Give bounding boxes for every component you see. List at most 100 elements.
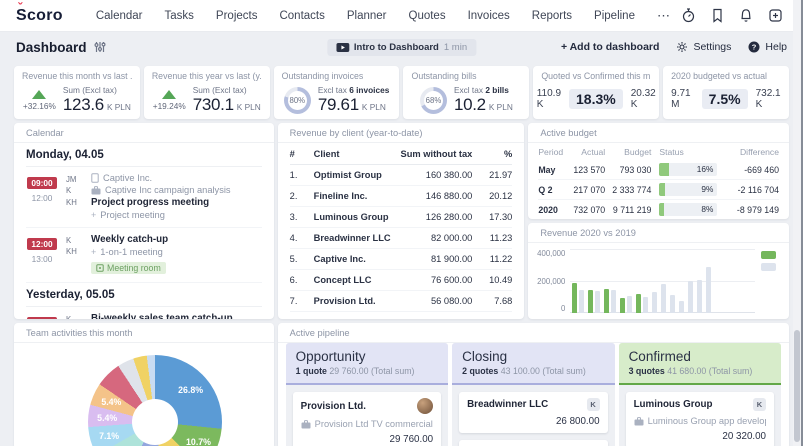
- kpi-title: Quoted vs Confirmed this m...: [541, 71, 651, 81]
- bar-2019[interactable]: [706, 267, 711, 313]
- event-start-time: 12:00: [27, 238, 56, 250]
- bar-2020[interactable]: [572, 283, 577, 313]
- kpi-title: Revenue this month vs last ...: [22, 71, 132, 81]
- nav-more-menu[interactable]: ⋯: [646, 8, 681, 24]
- team-donut[interactable]: 26.8%10.7%7.1%5.4%5.4%: [88, 355, 222, 446]
- bar-2019[interactable]: [579, 290, 584, 313]
- kpi-sublabel: Excl tax: [318, 85, 347, 95]
- pipeline-column-header[interactable]: Closing 2 quotes 43 100.00 (Total sum): [452, 343, 614, 385]
- calendar-event[interactable]: 10:00 K Bi-weekly sales team catch-up: [26, 307, 262, 319]
- bell-icon[interactable]: [739, 8, 753, 23]
- nav-item-reports[interactable]: Reports: [521, 10, 583, 22]
- filter-sliders-icon[interactable]: [94, 41, 106, 53]
- nav-item-projects[interactable]: Projects: [205, 10, 269, 22]
- bookmark-icon[interactable]: [711, 8, 724, 23]
- kpi-outstanding-invoices[interactable]: Outstanding invoices 80% Excl tax 6 invo…: [274, 66, 400, 119]
- settings-label: Settings: [693, 41, 731, 53]
- intro-video-button[interactable]: Intro to Dashboard 1 min: [327, 39, 476, 56]
- revenue-table-row[interactable]: 7.Provision Ltd.56 080.007.68: [290, 291, 513, 312]
- kpi-sublabel: Sum (Excl tax): [63, 85, 131, 95]
- event-start-time: 09:00: [27, 177, 56, 189]
- help-label: Help: [765, 41, 787, 53]
- briefcase-icon: [91, 186, 101, 195]
- calendar-event[interactable]: 09:0012:00 JMKKH Captive Inc. Captive In…: [26, 167, 262, 228]
- kpi-quoted-vs-confirmed[interactable]: Quoted vs Confirmed this m... 110.9 K 18…: [533, 66, 659, 119]
- col-header-actual[interactable]: Actual: [568, 143, 606, 160]
- bar-2019[interactable]: [611, 290, 616, 313]
- bar-2019[interactable]: [652, 292, 657, 313]
- add-to-dashboard-button[interactable]: + Add to dashboard: [561, 41, 660, 53]
- revenue-table-body: 1.Optimist Group160 380.0021.972.Finelin…: [290, 165, 513, 312]
- bar-2019[interactable]: [627, 296, 632, 313]
- vertical-scrollbar[interactable]: [793, 0, 801, 446]
- kpi-delta: +19.24%: [153, 101, 186, 111]
- revenue-table-row[interactable]: 2.Fineline Inc.146 880.0020.12: [290, 186, 513, 207]
- bar-2019[interactable]: [670, 295, 675, 313]
- settings-button[interactable]: Settings: [676, 41, 731, 53]
- kpi-outstanding-bills[interactable]: Outstanding bills 68% Excl tax 2 bills 1…: [403, 66, 529, 119]
- bar-2020[interactable]: [620, 298, 625, 313]
- nav-item-pipeline[interactable]: Pipeline: [583, 10, 646, 22]
- add-new-icon[interactable]: [768, 8, 783, 23]
- bar-group: [588, 290, 600, 313]
- pipeline-column-header[interactable]: Opportunity 1 quote 29 760.00 (Total sum…: [286, 343, 448, 385]
- kpi-sublabel: Excl tax: [454, 85, 483, 95]
- calendar-event[interactable]: 12:0013:00 KKH Weekly catch-up +1-on-1 m…: [26, 228, 262, 283]
- pipeline-card[interactable]: Luminous GroupK Luminous Group app devel…: [626, 392, 774, 446]
- col-header-difference[interactable]: Difference: [729, 143, 779, 160]
- bar-2020[interactable]: [604, 289, 609, 313]
- kpi-value: 79.61: [318, 95, 359, 115]
- bar-2020[interactable]: [588, 290, 593, 313]
- scrollbar-thumb[interactable]: [794, 330, 800, 442]
- kpi-right-value: 732.1 K: [756, 88, 781, 110]
- event-type: 1-on-1 meeting: [100, 247, 163, 257]
- col-header-num[interactable]: #: [290, 143, 314, 165]
- scoro-logo[interactable]: ˇScoro: [16, 7, 63, 25]
- page-title: Dashboard: [16, 40, 87, 55]
- nav-item-planner[interactable]: Planner: [336, 10, 398, 22]
- nav-item-calendar[interactable]: Calendar: [85, 10, 154, 22]
- stage-name: Confirmed: [629, 349, 771, 364]
- kpi-revenue-month[interactable]: Revenue this month vs last ... +32.16% S…: [14, 66, 140, 119]
- bar-2019[interactable]: [643, 297, 648, 313]
- bar-2019[interactable]: [679, 301, 684, 313]
- event-end-time: 13:00: [26, 254, 58, 264]
- revenue-table-row[interactable]: 6.Concept LLC76 600.0010.49: [290, 270, 513, 291]
- pipeline-column-header[interactable]: Confirmed 3 quotes 41 680.00 (Total sum): [619, 343, 781, 385]
- bar-group: [572, 283, 584, 313]
- bar-2019[interactable]: [661, 284, 666, 313]
- help-button[interactable]: ? Help: [748, 41, 787, 53]
- col-header-client[interactable]: Client: [314, 143, 396, 165]
- pipeline-card[interactable]: Captive Inc.K Captive Inc campaign analy…: [459, 440, 607, 446]
- col-header-period[interactable]: Period: [538, 143, 567, 160]
- budget-table-row[interactable]: 2020732 0709 711 2198%-8 979 149: [538, 200, 779, 220]
- nav-item-invoices[interactable]: Invoices: [457, 10, 521, 22]
- col-header-sum[interactable]: Sum without tax: [396, 143, 473, 165]
- revenue-table-row[interactable]: 1.Optimist Group160 380.0021.97: [290, 165, 513, 186]
- donut-label: 5.4%: [101, 397, 121, 407]
- kpi-revenue-year[interactable]: Revenue this year vs last (y... +19.24% …: [144, 66, 270, 119]
- bar-2019[interactable]: [688, 281, 693, 313]
- revenue-table-row[interactable]: 5.Captive Inc.81 900.0011.22: [290, 249, 513, 270]
- revenue-table-row[interactable]: 4.Breadwinner LLC82 000.0011.23: [290, 228, 513, 249]
- calendar-widget-title: Calendar: [14, 123, 274, 143]
- event-name: Project progress meeting: [91, 197, 262, 208]
- nav-item-quotes[interactable]: Quotes: [398, 10, 457, 22]
- kpi-budgeted-vs-actual[interactable]: 2020 budgeted vs actual 9.71 M 7.5% 732.…: [663, 66, 789, 119]
- budget-table-row[interactable]: Q 2217 0702 333 7749%-2 116 704: [538, 180, 779, 200]
- revenue-table-row[interactable]: 3.Luminous Group126 280.0017.30: [290, 207, 513, 228]
- kpi-unit: K PLN: [362, 102, 386, 112]
- nav-item-tasks[interactable]: Tasks: [154, 10, 205, 22]
- col-header-pct[interactable]: %: [472, 143, 512, 165]
- col-header-budget[interactable]: Budget: [605, 143, 651, 160]
- pipeline-card[interactable]: Breadwinner LLCK 26 800.00: [459, 392, 607, 433]
- col-header-status[interactable]: Status: [651, 143, 729, 160]
- timer-icon[interactable]: [681, 8, 696, 23]
- card-project: Provision Ltd TV commercial: [315, 419, 433, 429]
- bar-2020[interactable]: [636, 294, 641, 313]
- nav-item-contacts[interactable]: Contacts: [268, 10, 335, 22]
- bar-2019[interactable]: [595, 291, 600, 313]
- bar-2019[interactable]: [697, 280, 702, 313]
- budget-table-row[interactable]: May123 570793 03016%-669 460: [538, 160, 779, 180]
- pipeline-card[interactable]: Provision Ltd. Provision Ltd TV commerci…: [293, 392, 441, 446]
